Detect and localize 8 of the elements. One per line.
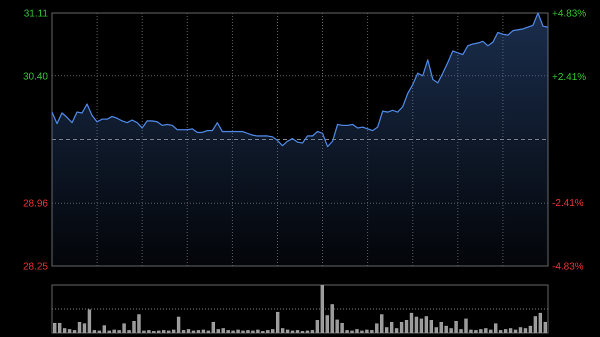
y2-tick-label: -2.41% bbox=[552, 198, 584, 210]
y-tick-label: 30.40 bbox=[22, 71, 48, 82]
y-tick-label: 31.11 bbox=[24, 8, 48, 20]
y2-tick-label: +2.41% bbox=[552, 72, 586, 83]
y-tick-label: 28.25 bbox=[22, 262, 48, 272]
y2-tick-label: -4.83% bbox=[552, 262, 584, 272]
y2-tick-label: +4.83% bbox=[552, 8, 586, 20]
y-tick-label: 28.96 bbox=[22, 198, 48, 210]
